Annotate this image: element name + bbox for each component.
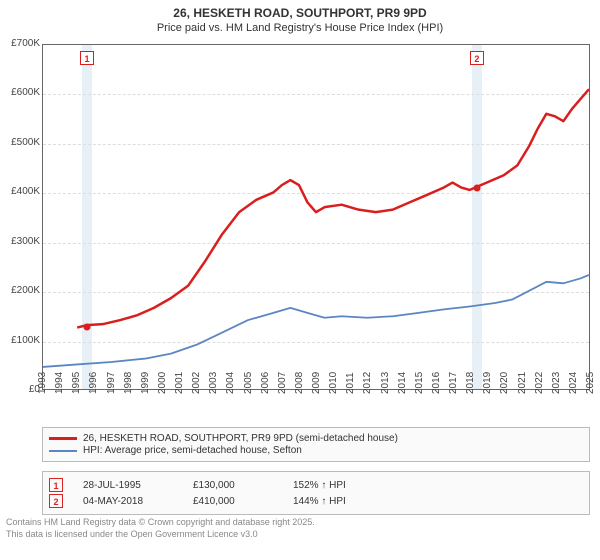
legend-label: 26, HESKETH ROAD, SOUTHPORT, PR9 9PD (se… <box>83 433 398 444</box>
x-axis-label: 1998 <box>123 372 134 394</box>
y-axis-label: £200K <box>2 285 40 296</box>
x-axis-label: 2005 <box>243 372 254 394</box>
footer-text: Contains HM Land Registry data © Crown c… <box>6 517 315 540</box>
sale-price: £130,000 <box>193 480 273 491</box>
legend-swatch <box>49 450 77 452</box>
x-axis-label: 2010 <box>328 372 339 394</box>
y-axis-label: £700K <box>2 38 40 49</box>
x-axis-label: 2004 <box>225 372 236 394</box>
x-axis-label: 2002 <box>191 372 202 394</box>
x-axis-label: 1993 <box>37 372 48 394</box>
footer-line-1: Contains HM Land Registry data © Crown c… <box>6 517 315 527</box>
x-axis-label: 2011 <box>345 372 356 394</box>
sales-box: 1 28-JUL-1995 £130,000 152% ↑ HPI 2 04-MAY-20… <box>42 471 590 515</box>
y-axis-label: £600K <box>2 87 40 98</box>
x-axis-label: 1994 <box>54 372 65 394</box>
legend-swatch <box>49 437 77 440</box>
x-axis-label: 2017 <box>448 372 459 394</box>
x-axis-label: 1996 <box>88 372 99 394</box>
marker-dot-1 <box>84 323 91 330</box>
x-axis-label: 2012 <box>362 372 373 394</box>
footer-line-2: This data is licensed under the Open Gov… <box>6 529 258 539</box>
y-axis-label: £500K <box>2 137 40 148</box>
sale-date: 04-MAY-2018 <box>83 496 173 507</box>
legend-row-1: HPI: Average price, semi-detached house,… <box>49 445 583 456</box>
x-axis-label: 2019 <box>482 372 493 394</box>
x-axis-label: 2023 <box>551 372 562 394</box>
x-axis-label: 2015 <box>414 372 425 394</box>
marker-badge-1: 1 <box>80 51 94 65</box>
legend-label: HPI: Average price, semi-detached house,… <box>83 445 302 456</box>
x-axis-label: 2020 <box>499 372 510 394</box>
sale-row-1: 2 04-MAY-2018 £410,000 144% ↑ HPI <box>49 494 583 508</box>
x-axis-label: 1995 <box>71 372 82 394</box>
x-axis-label: 2022 <box>534 372 545 394</box>
x-axis-label: 2025 <box>585 372 596 394</box>
y-axis-label: £0 <box>2 384 40 395</box>
x-axis-label: 2000 <box>157 372 168 394</box>
x-axis-label: 2003 <box>208 372 219 394</box>
x-axis-label: 2013 <box>380 372 391 394</box>
x-axis-label: 2021 <box>517 372 528 394</box>
chart-subtitle: Price paid vs. HM Land Registry's House … <box>0 22 600 38</box>
series-line-0 <box>77 89 589 327</box>
marker-badge-2: 2 <box>470 51 484 65</box>
sale-date: 28-JUL-1995 <box>83 480 173 491</box>
marker-dot-2 <box>473 185 480 192</box>
y-axis-label: £100K <box>2 335 40 346</box>
sale-row-0: 1 28-JUL-1995 £130,000 152% ↑ HPI <box>49 478 583 492</box>
legend-box: 26, HESKETH ROAD, SOUTHPORT, PR9 9PD (se… <box>42 427 590 462</box>
sale-badge: 1 <box>49 478 63 492</box>
x-axis-label: 2009 <box>311 372 322 394</box>
x-axis-label: 2024 <box>568 372 579 394</box>
sale-pct: 152% ↑ HPI <box>293 480 346 491</box>
series-svg <box>43 45 589 389</box>
legend-row-0: 26, HESKETH ROAD, SOUTHPORT, PR9 9PD (se… <box>49 433 583 444</box>
x-axis-label: 2001 <box>174 372 185 394</box>
series-line-1 <box>43 275 589 367</box>
x-axis-label: 2014 <box>397 372 408 394</box>
x-axis-label: 1999 <box>140 372 151 394</box>
sale-price: £410,000 <box>193 496 273 507</box>
x-axis-label: 1997 <box>106 372 117 394</box>
chart-plot-area: 12 <box>42 44 590 390</box>
x-axis-label: 2008 <box>294 372 305 394</box>
sale-badge: 2 <box>49 494 63 508</box>
chart-title: 26, HESKETH ROAD, SOUTHPORT, PR9 9PD <box>0 0 600 22</box>
x-axis-label: 2018 <box>465 372 476 394</box>
x-axis-label: 2007 <box>277 372 288 394</box>
y-axis-label: £400K <box>2 186 40 197</box>
sale-pct: 144% ↑ HPI <box>293 496 346 507</box>
y-axis-label: £300K <box>2 236 40 247</box>
x-axis-label: 2016 <box>431 372 442 394</box>
x-axis-label: 2006 <box>260 372 271 394</box>
